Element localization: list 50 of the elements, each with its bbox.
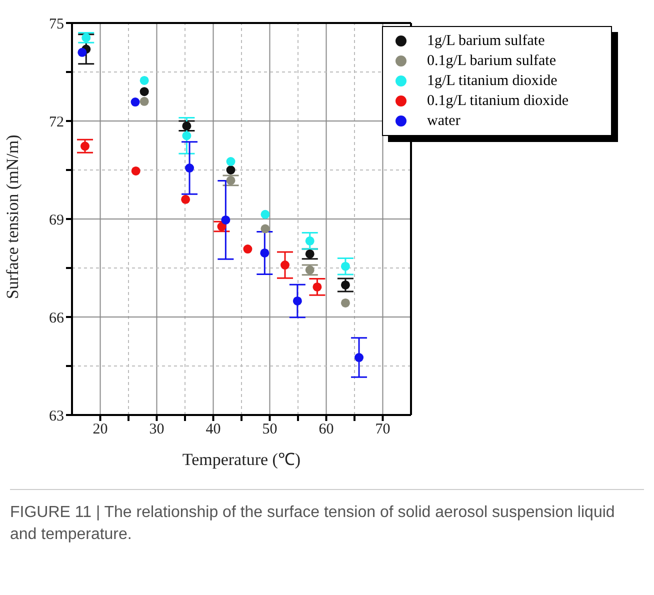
point xyxy=(292,296,302,306)
y-tick-label: 75 xyxy=(49,16,64,32)
point xyxy=(217,222,226,232)
point xyxy=(140,96,149,106)
x-axis-title: Temperature (℃) xyxy=(182,450,301,469)
point xyxy=(280,260,290,270)
point xyxy=(305,265,314,274)
point xyxy=(226,157,236,166)
x-tick-label: 30 xyxy=(149,422,164,438)
point xyxy=(243,244,252,254)
x-tick-label: 50 xyxy=(262,422,278,438)
y-tick-label: 63 xyxy=(49,408,64,424)
point xyxy=(340,280,350,290)
point xyxy=(340,298,350,308)
point xyxy=(226,166,236,174)
point xyxy=(181,194,190,204)
point xyxy=(312,282,322,292)
point xyxy=(340,262,350,271)
legend-label: water xyxy=(427,112,460,130)
point xyxy=(354,353,364,362)
legend-label: 1g/L titanium dioxide xyxy=(427,72,558,90)
point xyxy=(82,33,91,42)
point xyxy=(182,131,192,140)
point xyxy=(140,76,149,85)
point xyxy=(78,48,87,57)
x-tick-label: 20 xyxy=(92,422,108,438)
point xyxy=(140,87,149,96)
point xyxy=(305,236,314,246)
y-axis-title: Surface tension (mN/m) xyxy=(3,134,22,299)
x-tick-label: 60 xyxy=(318,422,334,438)
point xyxy=(305,249,314,258)
y-tick-label: 69 xyxy=(49,212,64,228)
y-tick-label: 72 xyxy=(49,114,64,130)
point xyxy=(260,210,270,219)
point xyxy=(80,142,90,151)
y-tick-label: 66 xyxy=(49,310,64,326)
legend-label: 0.1g/L titanium dioxide xyxy=(427,92,569,110)
point xyxy=(226,176,236,185)
legend-label: 0.1g/L barium sulfate xyxy=(427,52,556,70)
x-tick-label: 70 xyxy=(375,422,390,438)
point xyxy=(131,166,140,176)
point xyxy=(185,164,194,173)
point xyxy=(260,224,270,234)
x-tick-label: 40 xyxy=(206,422,221,438)
point xyxy=(182,121,192,130)
legend-label: 1g/L barium sulfate xyxy=(427,32,545,50)
caption: FIGURE 11 | The relationship of the surface tension of solid aerosol suspension liquid and temperature. xyxy=(10,503,616,546)
point xyxy=(130,98,140,107)
point xyxy=(221,215,230,224)
point xyxy=(260,248,270,258)
